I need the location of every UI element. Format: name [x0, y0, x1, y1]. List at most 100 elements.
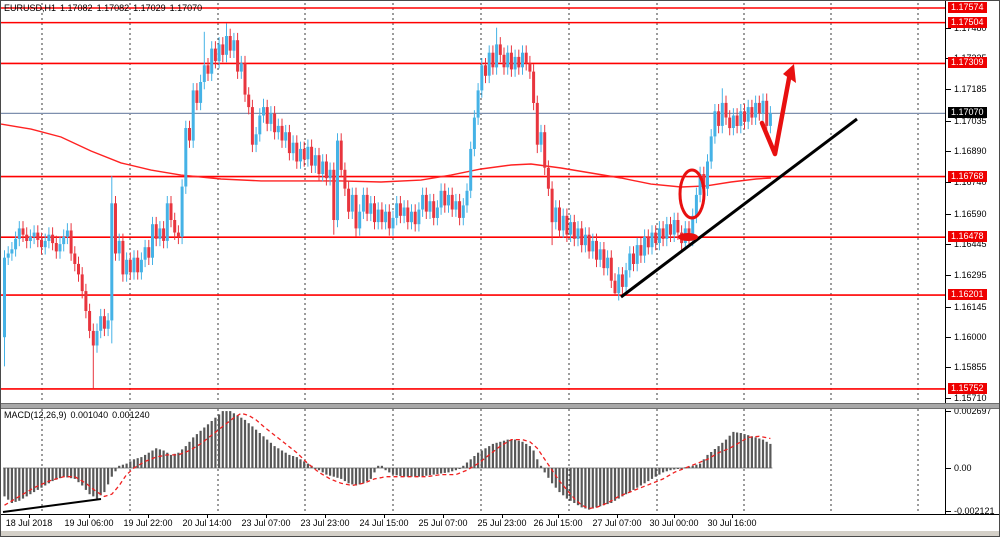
candle-body [421, 194, 425, 210]
macd-bar [647, 468, 650, 482]
macd-bar [336, 468, 339, 478]
candle-body [465, 190, 469, 206]
candle-body [395, 203, 399, 218]
candle-body [162, 228, 166, 241]
macd-bar [236, 415, 239, 468]
candle-body [369, 203, 373, 214]
candle-body [650, 232, 654, 248]
candle-body [532, 71, 536, 103]
candle-body [276, 125, 280, 133]
macd-bar [717, 446, 720, 468]
macd-bar [195, 434, 198, 468]
candle-body [569, 222, 573, 235]
macd-bar [10, 468, 13, 503]
macd-bar [391, 468, 395, 475]
axis-tick-mark [946, 275, 951, 276]
breakout-circle-annotation [678, 168, 706, 220]
time-axis-tick-mark [502, 515, 503, 518]
macd-bar [347, 468, 350, 484]
candle-body [143, 247, 147, 260]
axis-tick-mark [946, 89, 951, 90]
candle-body [661, 228, 665, 239]
candle-body [432, 201, 436, 218]
time-axis-tick-mark [325, 515, 326, 518]
candle-body [417, 209, 421, 225]
candle-body [221, 44, 225, 55]
candle-body [450, 194, 454, 210]
candle-body [239, 63, 243, 72]
price-axis[interactable]: 1.174801.173351.171851.170351.168901.167… [945, 1, 999, 516]
macd-bar [7, 468, 10, 500]
candle-body [169, 203, 173, 220]
candle-body [106, 320, 110, 329]
candle-body [154, 224, 158, 239]
macd-bar [384, 468, 387, 471]
time-axis-tick-mark [29, 515, 30, 518]
candle-body [672, 220, 676, 235]
axis-tick-mark [946, 468, 951, 469]
axis-tick-mark [946, 121, 951, 122]
pane-resize-divider[interactable] [1, 403, 999, 409]
macd-bar [125, 463, 128, 468]
candle-body [476, 90, 480, 118]
axis-tick-mark [946, 214, 951, 215]
candle-body [447, 194, 450, 206]
candle-body [624, 270, 628, 287]
candle-body [743, 111, 746, 122]
macd-bar [754, 437, 757, 468]
candle-body [210, 48, 214, 74]
price-chart-canvas[interactable] [1, 1, 945, 403]
time-axis[interactable]: 18 Jul 2018 19 Jul 06:00 19 Jul 22:00 20 Ju… [1, 514, 999, 531]
time-axis-tick-mark [266, 515, 267, 518]
macd-bar [140, 457, 143, 468]
candle-body [358, 211, 362, 229]
macd-bar [665, 468, 668, 472]
macd-tick-label: 0.002697 [954, 406, 992, 416]
candle-body [639, 245, 643, 256]
macd-bar [158, 449, 161, 468]
candle-body [62, 236, 66, 245]
candle-body [317, 155, 321, 174]
candle-body [3, 257, 6, 338]
candle-body [262, 107, 265, 116]
macd-bar [181, 449, 184, 468]
candle-body [139, 259, 143, 273]
indicator-macd-value: 0.001040 [70, 410, 109, 420]
macd-bar [388, 468, 391, 473]
candle-body [365, 194, 369, 214]
candle-body [509, 52, 513, 70]
macd-bar [214, 417, 217, 468]
macd-bar [266, 439, 269, 468]
macd-bar [351, 468, 354, 485]
macd-bar [547, 468, 550, 478]
candle-body [269, 113, 273, 124]
macd-signal-line [4, 412, 771, 510]
macd-bar [565, 468, 568, 499]
macd-indicator-canvas[interactable] [1, 409, 945, 514]
candle-body [273, 113, 277, 133]
candle-body [595, 240, 598, 260]
axis-tick-mark [946, 398, 951, 399]
macd-bar [40, 468, 43, 488]
candle-body [717, 111, 721, 126]
time-axis-tick-mark [148, 515, 149, 518]
candle-body [302, 148, 306, 160]
candle-body [406, 207, 410, 223]
macd-bar [81, 468, 84, 486]
macd-bar [636, 468, 639, 488]
candle-body [654, 232, 658, 244]
macd-bar [3, 468, 6, 497]
candle-body [635, 245, 639, 264]
macd-histogram [3, 411, 772, 510]
macd-bar [343, 468, 346, 482]
axis-tick-mark [946, 28, 951, 29]
time-axis-label: 23 Jul 07:00 [241, 518, 291, 528]
macd-bar [132, 459, 136, 468]
candle-body [213, 48, 217, 62]
macd-bar [617, 468, 620, 499]
time-axis-tick-mark [89, 515, 90, 518]
macd-bar [29, 468, 32, 495]
macd-bar [314, 468, 317, 469]
candle-body [506, 52, 510, 68]
macd-tick-label: -0.002121 [954, 506, 995, 516]
